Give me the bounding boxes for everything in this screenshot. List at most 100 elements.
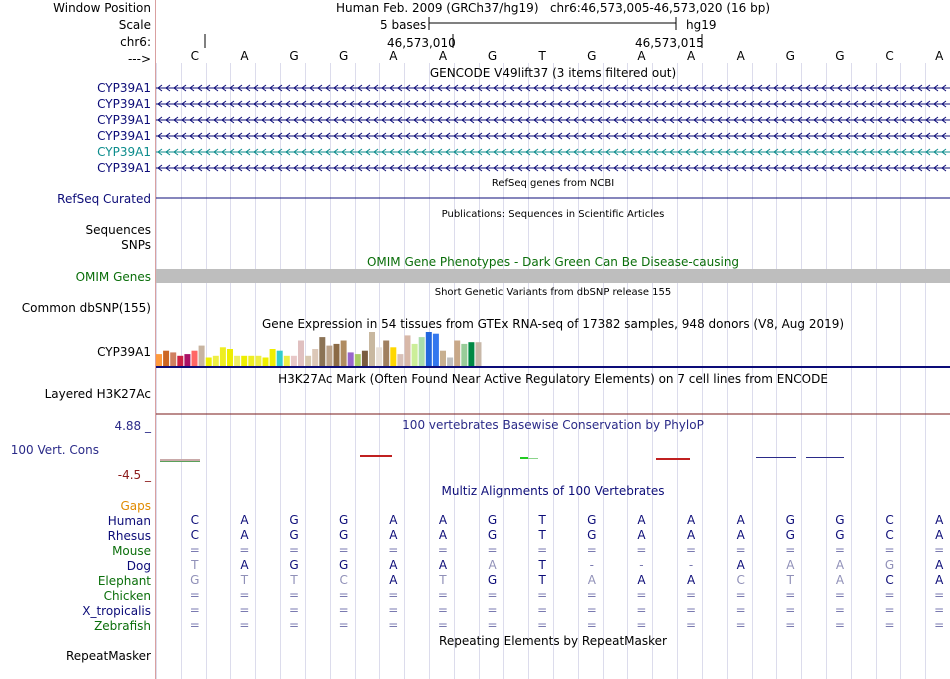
gencode-item-label[interactable]: CYP39A1: [97, 97, 151, 111]
alignment-base: A: [438, 558, 448, 572]
alignment-base: A: [240, 558, 249, 572]
gtex-tissue-bar: [163, 350, 170, 366]
alignment-base: =: [686, 603, 697, 617]
alignment-base: =: [437, 588, 448, 602]
scale-label: Scale: [118, 18, 151, 32]
species-label-elephant: Elephant: [97, 574, 151, 588]
omim-track-title[interactable]: OMIM Gene Phenotypes - Dark Green Can Be…: [366, 255, 740, 269]
alignment-base: =: [289, 603, 300, 617]
gencode-transcript: [156, 148, 950, 156]
omim-track-label[interactable]: OMIM Genes: [75, 270, 151, 284]
alignment-base: A: [240, 513, 249, 527]
alignment-base: -: [639, 558, 644, 572]
gencode-item-label[interactable]: CYP39A1: [97, 145, 151, 159]
dbsnp-track-label[interactable]: Common dbSNP(155): [21, 301, 151, 315]
gencode-transcript: [156, 100, 950, 108]
alignment-base: =: [586, 588, 597, 602]
refseq-track-label[interactable]: RefSeq Curated: [57, 192, 151, 206]
alignment-base: -: [688, 558, 694, 572]
alignment-base: G: [289, 558, 299, 572]
alignment-base: T: [538, 528, 546, 542]
gtex-tissue-bar: [177, 355, 184, 366]
alignment-base: =: [487, 603, 498, 617]
gtex-tissue-bar: [255, 355, 262, 366]
reference-base: G: [339, 49, 349, 63]
reference-base: A: [438, 49, 448, 63]
alignment-base: =: [934, 618, 945, 632]
gencode-item-label[interactable]: CYP39A1: [97, 113, 151, 127]
reference-base: G: [487, 49, 498, 63]
alignment-base: G: [487, 573, 498, 587]
scale-text: 5 bases: [380, 18, 427, 32]
alignment-base: =: [934, 543, 945, 557]
alignment-base: G: [339, 513, 349, 527]
publications-track-title[interactable]: Publications: Sequences in Scientific Ar…: [441, 209, 665, 220]
alignment-base: =: [785, 588, 796, 602]
alignment-base: =: [686, 543, 697, 557]
alignment-base: =: [586, 603, 597, 617]
gencode-item-label[interactable]: CYP39A1: [97, 161, 151, 175]
alignment-base: =: [586, 543, 597, 557]
alignment-base: =: [189, 543, 200, 557]
gtex-tissue-bar: [354, 354, 361, 366]
reference-base: G: [587, 49, 597, 63]
gtex-track-label[interactable]: CYP39A1: [97, 345, 151, 359]
alignment-base: =: [834, 588, 845, 602]
refseq-track-title[interactable]: RefSeq genes from NCBI: [491, 178, 615, 189]
gtex-tissue-bar: [234, 355, 241, 366]
gtex-tissue-bar: [319, 337, 326, 366]
alignment-base: A: [935, 513, 944, 527]
gencode-item-label[interactable]: CYP39A1: [97, 81, 151, 95]
alignment-base: =: [338, 618, 349, 632]
publications-snps-label[interactable]: SNPs: [121, 238, 151, 252]
dbsnp-track-title[interactable]: Short Genetic Variants from dbSNP releas…: [434, 287, 672, 298]
alignment-base: =: [189, 603, 200, 617]
alignment-base: =: [636, 543, 647, 557]
alignment-base: =: [636, 588, 647, 602]
window-position-label: Window Position: [53, 1, 151, 15]
h3k27ac-track-label[interactable]: Layered H3K27Ac: [44, 387, 151, 401]
gtex-tissue-bar: [312, 349, 319, 366]
gtex-track-title[interactable]: Gene Expression in 54 tissues from GTEx …: [261, 317, 845, 331]
alignment-base: T: [439, 573, 447, 587]
alignment-base: G: [339, 528, 349, 542]
phylop-track-title[interactable]: 100 vertebrates Basewise Conservation by…: [402, 418, 704, 432]
alignment-base: A: [438, 528, 448, 542]
alignment-base: G: [289, 528, 299, 542]
alignment-base: =: [289, 588, 300, 602]
gencode-item-label[interactable]: CYP39A1: [97, 129, 151, 143]
alignment-base: G: [339, 558, 349, 572]
phylop-track-label[interactable]: 100 Vert. Cons: [10, 443, 99, 457]
alignment-base: A: [438, 513, 448, 527]
gtex-tissue-bar: [269, 349, 276, 366]
gtex-tissue-bar: [454, 340, 461, 366]
publications-track-label[interactable]: Sequences: [85, 223, 151, 237]
alignment-base: =: [487, 543, 498, 557]
gtex-tissue-bar: [390, 347, 397, 366]
alignment-base: =: [785, 543, 796, 557]
alignment-base: =: [537, 603, 548, 617]
ruler-position-2: 46,573,015: [635, 36, 704, 50]
alignment-base: C: [736, 573, 745, 587]
reference-base: G: [785, 49, 795, 63]
alignment-base: A: [736, 558, 745, 572]
gencode-track-title[interactable]: GENCODE V49lift37 (3 items filtered out): [429, 66, 677, 80]
alignment-base: C: [190, 513, 199, 527]
repeatmasker-track-title[interactable]: Repeating Elements by RepeatMasker: [439, 634, 667, 648]
alignment-base: C: [339, 573, 348, 587]
gtex-tissue-bar: [262, 357, 269, 366]
alignment-base: =: [239, 603, 250, 617]
alignment-base: A: [389, 528, 398, 542]
gtex-tissue-bar: [440, 350, 446, 366]
gtex-tissue-bar: [276, 350, 283, 366]
multiz-track-title[interactable]: Multiz Alignments of 100 Vertebrates: [441, 484, 665, 498]
alignment-base: =: [785, 618, 796, 632]
alignment-base: =: [934, 603, 945, 617]
species-label-x-tropicalis: X_tropicalis: [82, 604, 151, 618]
repeatmasker-track-label[interactable]: RepeatMasker: [65, 649, 151, 663]
alignment-base: =: [884, 603, 895, 617]
track-image[interactable]: [156, 0, 950, 679]
h3k27ac-track-title[interactable]: H3K27Ac Mark (Often Found Near Active Re…: [278, 372, 828, 386]
alignment-base: G: [884, 558, 895, 572]
